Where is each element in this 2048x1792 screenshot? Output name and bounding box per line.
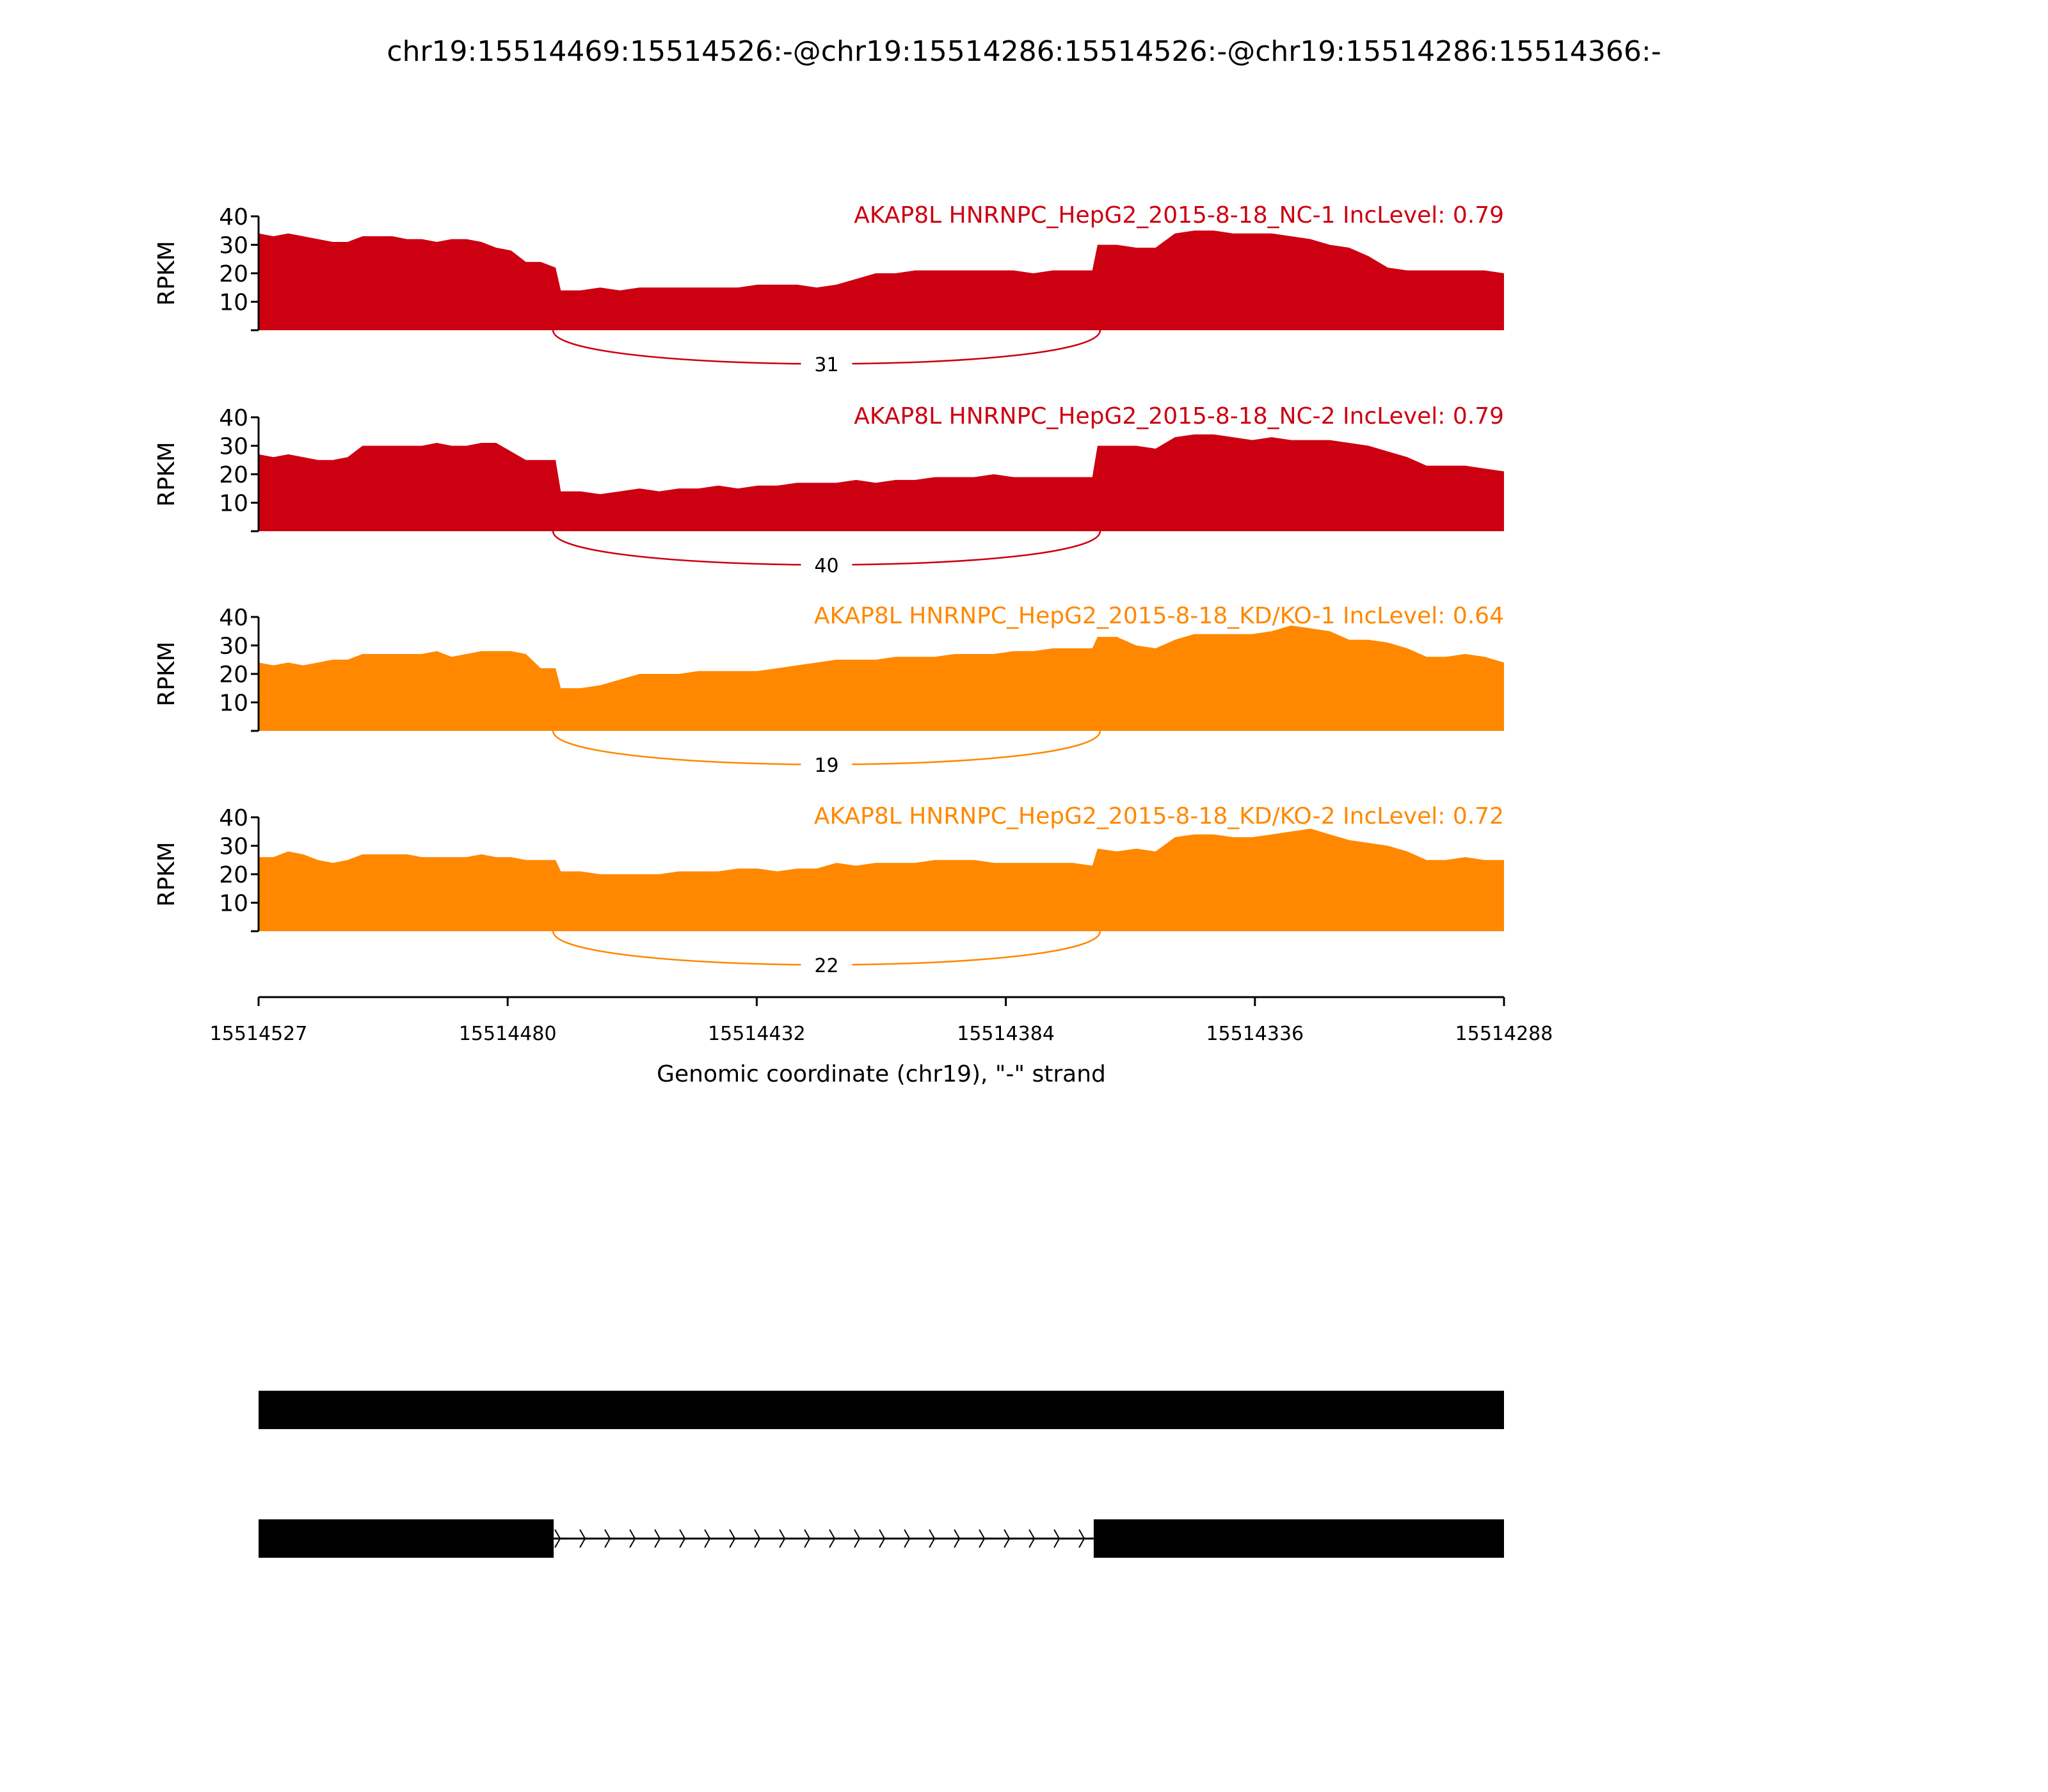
y-tick-label: 20 xyxy=(219,662,248,688)
strand-arrow-icon xyxy=(754,1529,761,1548)
y-tick-label: 20 xyxy=(219,261,248,287)
strand-arrow-icon xyxy=(629,1529,636,1548)
strand-arrow-icon xyxy=(729,1529,736,1548)
y-tick-label: 40 xyxy=(219,405,248,431)
strand-arrow-icon xyxy=(1053,1529,1060,1548)
panel-label: AKAP8L HNRNPC_HepG2_2015-8-18_KD/KO-2 In… xyxy=(814,803,1504,829)
chart-title: chr19:15514469:15514526:-@chr19:15514286… xyxy=(387,35,1661,68)
strand-arrow-icon xyxy=(579,1529,586,1548)
y-tick-label: 20 xyxy=(219,862,248,888)
strand-arrow-icon xyxy=(704,1529,711,1548)
coverage-area xyxy=(259,625,1504,731)
y-tick-label: 40 xyxy=(219,605,248,631)
y-tick-label: 10 xyxy=(219,290,248,316)
panel-label: AKAP8L HNRNPC_HepG2_2015-8-18_KD/KO-1 In… xyxy=(814,603,1504,629)
y-tick-label: 30 xyxy=(219,834,248,860)
strand-arrow-icon xyxy=(854,1529,861,1548)
exon-block xyxy=(259,1519,554,1558)
exon-block xyxy=(1093,1519,1504,1558)
strand-arrow-icon xyxy=(879,1529,886,1548)
junction-count: 19 xyxy=(814,755,838,777)
strand-arrow-icon xyxy=(779,1529,786,1548)
y-axis-label: RPKM xyxy=(154,842,180,906)
x-tick-label: 15514527 xyxy=(210,1023,308,1045)
junction-label-bg xyxy=(801,552,852,577)
strand-arrow-icon xyxy=(604,1529,611,1548)
strand-arrow-icon xyxy=(954,1529,961,1548)
y-tick-label: 30 xyxy=(219,233,248,259)
junction-label-bg xyxy=(801,952,852,977)
junction-count: 31 xyxy=(814,354,838,376)
coverage-area xyxy=(259,434,1504,531)
strand-arrow-icon xyxy=(829,1529,836,1548)
y-axis-label: RPKM xyxy=(154,241,180,305)
y-tick-label: 10 xyxy=(219,491,248,517)
y-axis-label: RPKM xyxy=(154,442,180,506)
panel-label: AKAP8L HNRNPC_HepG2_2015-8-18_NC-2 IncLe… xyxy=(854,403,1504,429)
x-axis: 15514527 15514480 15514432 15514384 15514336… xyxy=(210,996,1553,1045)
x-tick-label: 15514336 xyxy=(1206,1023,1304,1045)
strand-arrow-icon xyxy=(654,1529,661,1548)
gene-models xyxy=(259,1391,1504,1558)
coverage-area xyxy=(259,828,1504,931)
y-tick-label: 20 xyxy=(219,462,248,488)
coverage-area xyxy=(259,230,1504,330)
y-axis-label: RPKM xyxy=(154,641,180,706)
x-tick-label: 15514432 xyxy=(708,1023,806,1045)
strand-arrow-icon xyxy=(1078,1529,1085,1548)
y-tick-label: 40 xyxy=(219,204,248,230)
strand-arrow-icon xyxy=(904,1529,911,1548)
junction-label-bg xyxy=(801,751,852,777)
strand-arrow-icon xyxy=(929,1529,936,1548)
x-tick-label: 15514384 xyxy=(957,1023,1055,1045)
strand-arrow-icon xyxy=(804,1529,811,1548)
junction-count: 40 xyxy=(814,555,838,577)
strand-arrow-icon xyxy=(679,1529,686,1548)
x-tick-label: 15514480 xyxy=(459,1023,557,1045)
junction-label-bg xyxy=(801,351,852,376)
y-tick-label: 30 xyxy=(219,434,248,460)
y-tick-label: 30 xyxy=(219,634,248,660)
strand-arrow-icon xyxy=(979,1529,986,1548)
strand-arrow-icon xyxy=(1028,1529,1036,1548)
y-tick-label: 40 xyxy=(219,805,248,831)
strand-arrow-icon xyxy=(1004,1529,1011,1548)
y-tick-label: 10 xyxy=(219,691,248,717)
exon-block xyxy=(259,1391,1504,1429)
x-axis-label: Genomic coordinate (chr19), "-" strand xyxy=(657,1061,1106,1087)
junction-count: 22 xyxy=(814,955,838,977)
y-tick-label: 10 xyxy=(219,891,248,917)
panel-label: AKAP8L HNRNPC_HepG2_2015-8-18_NC-1 IncLe… xyxy=(854,202,1504,228)
x-tick-label: 15514288 xyxy=(1455,1023,1553,1045)
strand-arrow-icon xyxy=(554,1529,561,1548)
